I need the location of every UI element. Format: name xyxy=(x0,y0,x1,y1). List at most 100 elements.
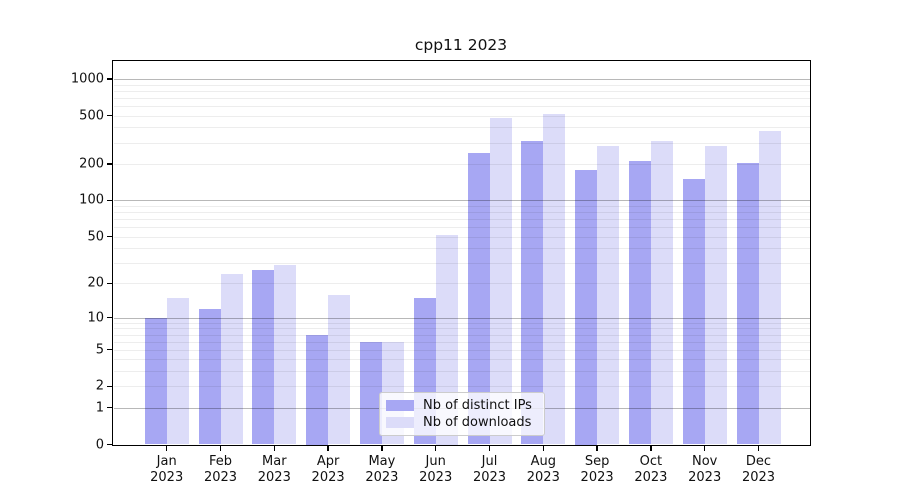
gridline-minor xyxy=(113,205,810,207)
gridline-minor xyxy=(113,164,810,165)
x-axis-tick xyxy=(435,445,437,451)
legend-swatch-distinct-ips xyxy=(386,400,414,411)
y-axis-tick-label: 1 xyxy=(95,400,104,416)
x-axis-tick-label: Dec 2023 xyxy=(741,453,776,485)
x-axis-tick-label: Jan 2023 xyxy=(150,453,184,485)
gridline-minor xyxy=(113,359,810,361)
x-axis-tick xyxy=(381,445,383,451)
bar-downloads xyxy=(489,117,512,445)
y-axis-tick-label: 0 xyxy=(95,437,104,452)
x-axis-tick xyxy=(488,445,491,451)
gridline-minor xyxy=(113,328,810,330)
x-axis-tick-label: Oct 2023 xyxy=(634,453,668,485)
bar-distinct-ips xyxy=(628,161,651,445)
x-axis-tick-label: Feb 2023 xyxy=(203,453,238,485)
y-axis-tick-label: 50 xyxy=(87,229,104,244)
bar-downloads xyxy=(220,274,243,445)
y-axis-tick xyxy=(107,443,113,446)
y-axis-tick xyxy=(107,385,113,387)
y-axis-tick xyxy=(107,349,113,351)
bar-distinct-ips xyxy=(575,169,598,445)
bar-downloads xyxy=(597,146,620,445)
gridline-minor xyxy=(113,248,810,250)
x-axis-tick xyxy=(650,445,652,451)
x-axis-tick xyxy=(166,445,168,451)
bar-downloads xyxy=(274,264,297,445)
x-axis-tick-label: Jul 2023 xyxy=(472,453,507,485)
gridline-major xyxy=(113,79,810,80)
gridline-minor xyxy=(113,386,810,388)
legend-label-distinct-ips: Nb of distinct IPs xyxy=(423,398,532,413)
gridline-minor xyxy=(113,219,810,220)
bar-distinct-ips xyxy=(682,179,705,445)
legend-row-distinct-ips: Nb of distinct IPs xyxy=(386,398,538,413)
y-axis-tick-label: 2 xyxy=(95,378,104,394)
y-axis-tick-label: 5 xyxy=(95,342,104,358)
bar-distinct-ips xyxy=(521,140,544,445)
gridline-minor xyxy=(113,283,810,285)
y-axis-tick xyxy=(107,282,113,285)
y-axis-tick xyxy=(107,235,113,238)
chart-title: cpp11 2023 xyxy=(414,36,508,54)
x-axis-tick xyxy=(219,445,222,451)
gridline-minor xyxy=(113,371,810,373)
x-axis-tick xyxy=(327,445,329,451)
bar-downloads xyxy=(758,130,781,445)
x-axis-tick-label: Sep 2023 xyxy=(580,453,614,485)
y-axis-tick xyxy=(107,163,113,165)
bar-downloads xyxy=(166,297,189,445)
y-axis-tick-label: 100 xyxy=(79,192,104,208)
gridline-minor xyxy=(113,97,810,99)
gridline-minor xyxy=(113,236,810,238)
y-axis-tick-label: 200 xyxy=(79,156,104,172)
y-axis-tick-label: 10 xyxy=(87,310,104,326)
x-axis-tick-label: Jun 2023 xyxy=(419,453,453,485)
gridline-major xyxy=(113,200,810,202)
x-axis-tick-label: May 2023 xyxy=(365,453,399,485)
gridline-minor xyxy=(113,349,810,351)
x-axis-tick xyxy=(757,445,760,451)
gridline-minor xyxy=(113,262,810,264)
legend-swatch-downloads xyxy=(386,417,414,428)
x-axis-tick xyxy=(542,445,544,451)
y-axis-tick xyxy=(107,317,113,319)
x-axis-tick-label: Mar 2023 xyxy=(257,453,291,485)
bar-downloads xyxy=(650,140,673,445)
y-axis-tick-label: 20 xyxy=(87,275,104,291)
y-axis-tick xyxy=(107,78,113,80)
y-axis-tick xyxy=(107,199,113,201)
gridline-minor xyxy=(113,212,810,213)
y-axis-tick xyxy=(107,407,113,409)
gridline-major xyxy=(113,317,810,319)
legend: Nb of distinct IPs Nb of downloads xyxy=(379,392,545,436)
bar-distinct-ips xyxy=(306,334,329,445)
gridline-minor xyxy=(113,334,810,336)
x-axis-tick-label: Apr 2023 xyxy=(311,453,345,485)
bar-distinct-ips xyxy=(198,308,221,445)
gridline-minor xyxy=(113,142,810,144)
gridline-minor xyxy=(113,115,810,117)
x-axis-tick xyxy=(704,445,706,451)
x-axis-tick-label: Aug 2023 xyxy=(526,453,560,485)
gridline-minor xyxy=(113,227,810,228)
y-axis-tick-label: 500 xyxy=(79,108,104,124)
bar-downloads xyxy=(328,294,351,445)
gridline-minor xyxy=(113,341,810,343)
legend-row-downloads: Nb of downloads xyxy=(386,415,538,430)
gridline-minor xyxy=(113,127,810,129)
gridline-minor xyxy=(113,322,810,324)
x-axis-tick-label: Nov 2023 xyxy=(688,453,722,485)
y-axis-tick-label: 1000 xyxy=(70,71,104,87)
bar-downloads xyxy=(543,113,566,445)
gridline-minor xyxy=(113,106,810,107)
legend-label-downloads: Nb of downloads xyxy=(423,415,532,430)
bar-distinct-ips xyxy=(359,341,382,445)
x-axis-tick xyxy=(596,445,598,451)
gridline-minor xyxy=(113,90,810,92)
bar-distinct-ips xyxy=(467,153,490,445)
y-axis-tick xyxy=(107,115,113,117)
bar-distinct-ips xyxy=(144,317,167,445)
gridline-minor xyxy=(113,84,810,86)
bar-distinct-ips xyxy=(736,162,759,445)
